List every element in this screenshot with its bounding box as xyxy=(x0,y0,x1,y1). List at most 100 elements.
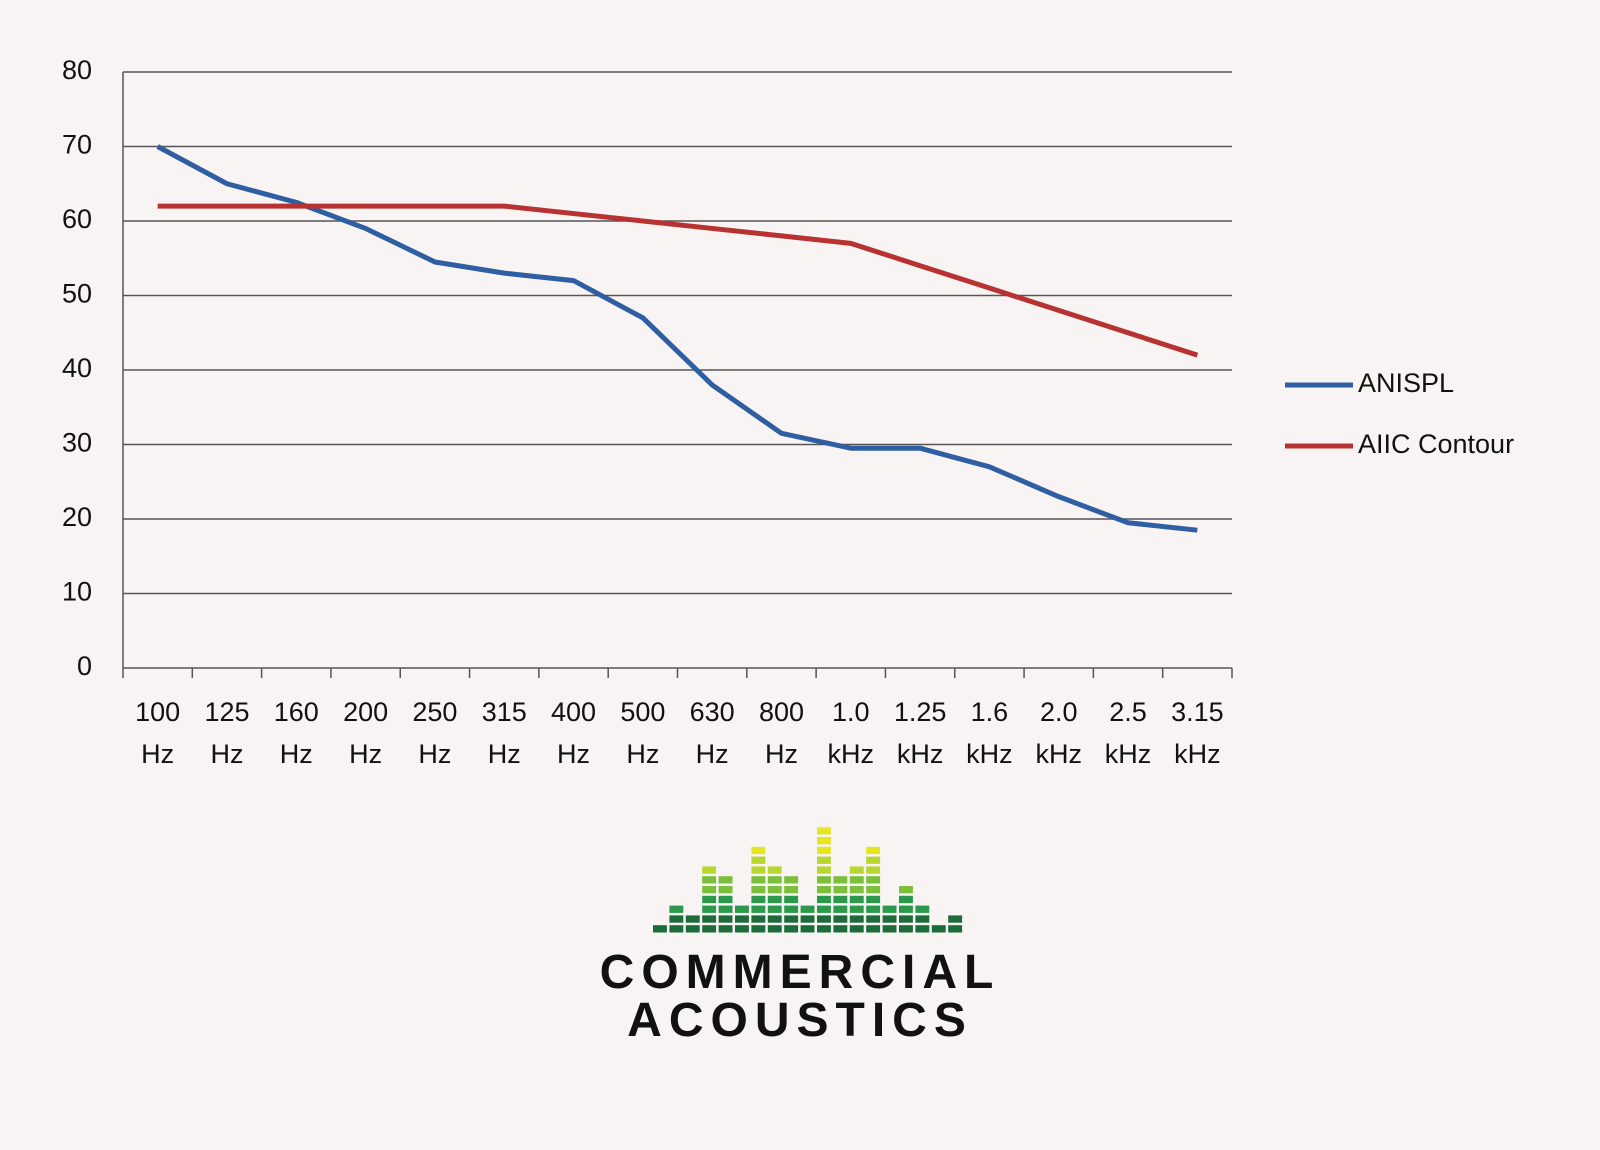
logo-text: ACOUSTICS xyxy=(627,994,973,1047)
y-tick-label: 20 xyxy=(62,502,92,532)
logo-cell xyxy=(849,866,864,874)
x-tick-label: 3.15 kHz xyxy=(1171,697,1224,769)
logo-cell xyxy=(817,886,831,894)
logo-cell xyxy=(800,915,815,923)
x-tick-label: 2.0 kHz xyxy=(1035,697,1082,769)
logo-cell xyxy=(735,925,749,933)
logo-cell xyxy=(849,925,864,933)
logo-cell xyxy=(833,915,848,923)
x-tick-label: 315 Hz xyxy=(481,697,527,769)
legend-label: ANISPL xyxy=(1358,368,1454,398)
series-line xyxy=(156,144,1198,533)
logo-cell xyxy=(899,925,913,933)
logo-cell xyxy=(899,915,913,923)
logo-cell xyxy=(833,876,848,884)
logo-cell xyxy=(882,905,897,913)
logo-cell xyxy=(751,866,766,874)
logo-cell xyxy=(669,915,684,923)
y-tick-label: 60 xyxy=(62,204,92,234)
logo-cell xyxy=(702,895,717,904)
logo-cell xyxy=(817,895,831,904)
x-tick-label: 800 Hz xyxy=(758,697,804,769)
logo-cell xyxy=(882,915,897,923)
x-tick-label: 630 Hz xyxy=(689,697,735,769)
logo-cell xyxy=(718,915,733,923)
logo-cell xyxy=(767,915,782,923)
logo-cell xyxy=(751,905,766,913)
logo-cell xyxy=(718,886,733,894)
logo-cell xyxy=(751,856,766,864)
logo-cell xyxy=(751,886,766,894)
logo-cell xyxy=(915,915,930,923)
logo-cell xyxy=(718,925,733,933)
logo-cell xyxy=(669,905,684,913)
logo-cell xyxy=(784,925,799,933)
logo-cell xyxy=(784,895,799,904)
y-tick-label: 40 xyxy=(62,353,92,383)
logo-cell xyxy=(817,905,831,913)
y-tick-label: 0 xyxy=(77,651,92,681)
x-tick-label: 125 Hz xyxy=(204,697,250,769)
y-tick-label: 80 xyxy=(62,55,92,85)
logo-cell xyxy=(702,886,717,894)
x-tick-label: 500 Hz xyxy=(620,697,666,769)
logo-cell xyxy=(915,905,930,913)
logo-cell xyxy=(767,925,782,933)
series-line xyxy=(157,203,1199,358)
logo-cell xyxy=(833,886,848,894)
logo-cell xyxy=(948,915,963,923)
x-tick-label: 2.5 kHz xyxy=(1104,697,1152,769)
logo-cell xyxy=(718,905,733,913)
x-tick-label: 200 Hz xyxy=(343,697,389,769)
logo-cell xyxy=(784,915,799,923)
logo-cell xyxy=(800,925,815,933)
logo-cell xyxy=(718,895,733,904)
logo-cell xyxy=(833,895,848,904)
logo-cell xyxy=(653,925,667,933)
logo-cell xyxy=(735,905,749,913)
x-tick-label: 1.0 kHz xyxy=(827,697,875,769)
logo-cell xyxy=(735,915,749,923)
logo-cell xyxy=(767,876,782,884)
logo-cell xyxy=(866,895,881,904)
logo-cell xyxy=(817,876,831,884)
legend-label: AIIC Contour xyxy=(1358,429,1514,459)
logo-cell xyxy=(751,846,766,855)
logo-cell xyxy=(866,876,881,884)
logo-cell xyxy=(931,925,946,933)
logo-cell xyxy=(866,846,881,855)
logo-cell xyxy=(767,905,782,913)
logo-cell xyxy=(849,915,864,923)
x-tick-label: 1.6 kHz xyxy=(966,697,1013,769)
logo-cell xyxy=(849,876,864,884)
logo-cell xyxy=(751,925,766,933)
x-tick-label: 250 Hz xyxy=(412,697,458,769)
logo-cell xyxy=(751,876,766,884)
y-tick-label: 70 xyxy=(62,130,92,160)
logo-cell xyxy=(817,915,831,923)
logo-cell xyxy=(784,886,799,894)
x-tick-label: 100 Hz xyxy=(135,697,181,769)
y-tick-label: 30 xyxy=(62,428,92,458)
logo-cell xyxy=(948,925,963,933)
logo-cell xyxy=(882,925,897,933)
logo-cell xyxy=(767,895,782,904)
y-tick-label: 10 xyxy=(62,577,92,607)
logo-cell xyxy=(899,895,913,904)
logo-cell xyxy=(702,905,717,913)
logo-cell xyxy=(833,925,848,933)
logo-cell xyxy=(702,925,717,933)
y-tick-label: 50 xyxy=(62,279,92,309)
logo-cell xyxy=(718,876,733,884)
logo-cell xyxy=(849,905,864,913)
logo-cell xyxy=(849,886,864,894)
logo-cell xyxy=(899,905,913,913)
logo-cell xyxy=(685,915,700,923)
logo-cell xyxy=(685,925,700,933)
logo-cell xyxy=(817,856,831,864)
logo-cell xyxy=(915,925,930,933)
logo-cell xyxy=(751,915,766,923)
logo-cell xyxy=(817,827,831,835)
